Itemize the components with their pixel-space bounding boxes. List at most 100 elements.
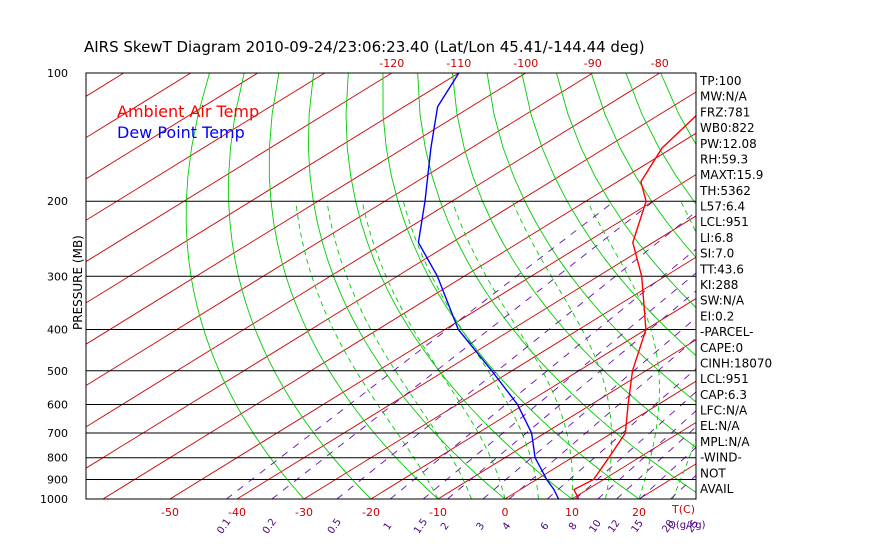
index-entry: FRZ:781 — [700, 105, 750, 119]
moist-adiabat-line — [326, 201, 472, 499]
index-entry: SW:N/A — [700, 294, 745, 308]
pressure-tick-label: 900 — [47, 474, 68, 487]
chart-title: AIRS SkewT Diagram 2010-09-24/23:06:23.4… — [84, 38, 645, 56]
legend-dew-point: Dew Point Temp — [117, 123, 245, 142]
isotherm-line — [86, 91, 696, 469]
index-entry: RH:59.3 — [700, 152, 748, 166]
mixing-ratio-tick-label: 0.5 — [326, 517, 344, 536]
mixing-ratio-tick-label: 1 — [382, 521, 395, 533]
top-temp-tick-label: -100 — [513, 57, 538, 70]
mixing-ratio-tick-label: 1.5 — [412, 517, 430, 536]
dry-adiabat-line — [345, 73, 573, 499]
index-entry: LI:6.8 — [700, 231, 733, 245]
isotherm-line — [86, 73, 460, 304]
dry-adiabat-line — [590, 73, 696, 259]
index-entry: PW:12.08 — [700, 137, 757, 151]
index-entry: CAP:6.3 — [700, 388, 747, 402]
bottom-temp-tick-label: 20 — [632, 506, 646, 519]
dry-adiabat-line — [185, 73, 305, 499]
dry-adiabat-line — [660, 73, 696, 146]
dry-adiabat-line — [307, 73, 506, 499]
series-layer — [417, 73, 696, 499]
isotherm-line — [303, 256, 696, 499]
dry-adiabat-line — [765, 73, 870, 508]
mixing-ratio-line — [547, 368, 696, 499]
top-temp-tick-label: -110 — [446, 57, 471, 70]
mixing-ratio-label: Q(g/kg) — [668, 520, 706, 531]
pressure-tick-label: 800 — [47, 452, 68, 465]
index-entry: LCL:951 — [700, 215, 749, 229]
mixing-ratio-line — [508, 337, 696, 499]
mixing-ratio-tick-label: 0.2 — [261, 517, 279, 536]
index-entry: KI:288 — [700, 278, 738, 292]
index-entry: WB0:822 — [700, 121, 755, 135]
bottom-temp-tick-label: -10 — [429, 506, 447, 519]
mixing-ratio-tick-label: 0.1 — [215, 517, 233, 536]
mixing-ratio-line — [447, 290, 696, 499]
moist-adiabat-line — [740, 201, 870, 499]
bottom-temp-tick-label: -40 — [228, 506, 246, 519]
isotherm-line — [571, 422, 696, 499]
isotherm-line — [236, 215, 696, 499]
isotherm-line — [840, 73, 870, 499]
index-entry: MPL:N/A — [700, 435, 750, 449]
mixing-ratio-tick-label: 2 — [439, 521, 452, 533]
isotherm-line — [86, 73, 594, 387]
pressure-tick-label: 1000 — [40, 493, 68, 506]
dry-adiabat-line — [451, 73, 696, 448]
index-entry: CAPE:0 — [700, 341, 743, 355]
isotherm-line — [437, 339, 696, 499]
bottom-temp-tick-label: -20 — [362, 506, 380, 519]
mixing-ratio-line — [616, 426, 696, 499]
index-entry: TT:43.6 — [699, 262, 744, 276]
bottom-temp-tick-label: -50 — [161, 506, 179, 519]
moist-adiabat-line — [586, 200, 660, 499]
dry-adiabat-line — [834, 73, 870, 508]
grid-layer — [86, 73, 870, 508]
mixing-ratio-tick-label: 15 — [630, 518, 646, 535]
mixing-ratio-tick-label: 6 — [539, 521, 552, 533]
moist-adiabat-line — [672, 200, 696, 499]
mixing-ratio-line — [639, 446, 696, 499]
dry-adiabat-line — [382, 73, 640, 499]
index-entry: TH:5362 — [699, 184, 751, 198]
index-entry: -WIND- — [700, 451, 742, 465]
dry-adiabat-line — [521, 73, 696, 357]
pressure-tick-label: 500 — [47, 365, 68, 378]
mixing-ratio-tick-label: 4 — [501, 521, 514, 533]
index-entry: SI:7.0 — [700, 247, 734, 261]
dry-adiabat-line — [556, 73, 696, 309]
mixing-ratio-line — [226, 200, 615, 499]
pressure-tick-label: 300 — [47, 270, 68, 283]
mixing-ratio-tick-label: 8 — [567, 521, 580, 533]
isotherm-line — [370, 298, 696, 499]
index-entry: TP:100 — [699, 74, 742, 88]
pressure-tick-labels: 100 200 300 400 500 600 700 800 900 1000 — [40, 67, 68, 506]
moist-adiabat-line — [451, 201, 573, 499]
pressure-tick-label: 600 — [47, 398, 68, 411]
dew-point-line — [417, 73, 560, 499]
isotherm-line — [102, 132, 696, 499]
dry-adiabat-line — [417, 73, 696, 493]
index-entry: EL:N/A — [700, 419, 740, 433]
top-temp-tick-labels: -120 -110 -100 -90 -80 — [379, 57, 668, 70]
index-entry: EI:0.2 — [700, 309, 734, 323]
top-temp-tick-label: -80 — [651, 57, 669, 70]
index-entry: L57:6.4 — [700, 200, 745, 214]
dry-adiabat-line — [486, 73, 696, 403]
bottom-temp-tick-label: 0 — [502, 506, 509, 519]
index-entry: -PARCEL- — [700, 325, 754, 339]
isotherm-line — [86, 73, 326, 221]
top-temp-tick-label: -120 — [379, 57, 404, 70]
isotherm-line — [773, 73, 870, 499]
isotherm-line — [504, 380, 696, 499]
index-entry: AVAIL — [700, 482, 734, 496]
dry-adiabat-line — [268, 73, 439, 499]
mixing-ratio-tick-label: 3 — [475, 521, 488, 533]
bottom-temp-tick-label: 10 — [565, 506, 579, 519]
y-axis-label: PRESSURE (MB) — [71, 235, 85, 330]
mixing-ratio-line — [482, 317, 696, 499]
bottom-temp-tick-labels: -50 -40 -30 -20 -10 0 10 20 — [161, 506, 646, 519]
index-entry: MAXT:15.9 — [700, 168, 763, 182]
